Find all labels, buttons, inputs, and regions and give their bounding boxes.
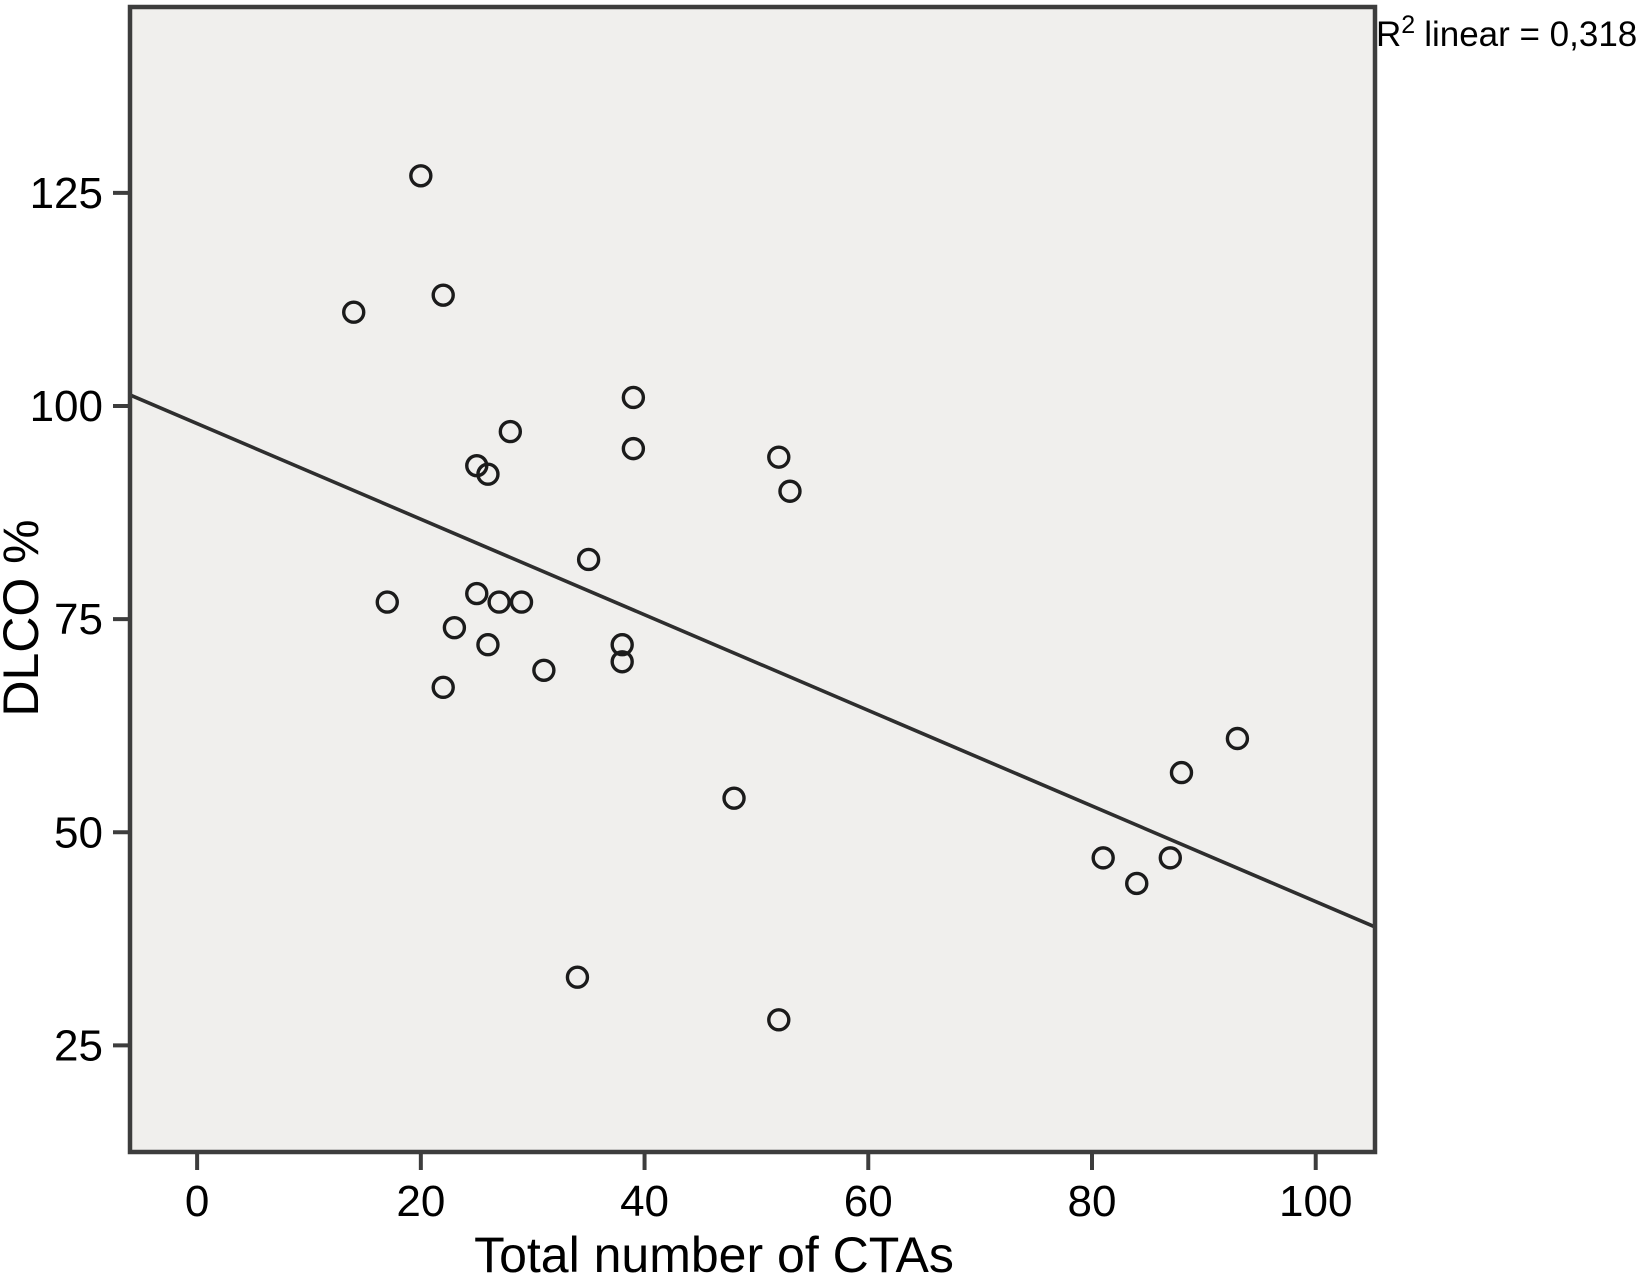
r-squared-superscript: 2 xyxy=(1401,11,1415,39)
regression-line-group xyxy=(129,393,1376,929)
data-point xyxy=(778,479,802,503)
data-point xyxy=(487,590,511,614)
data-point xyxy=(576,547,601,572)
data-point xyxy=(476,462,500,486)
x-axis-tick-label: 80 xyxy=(1068,1177,1117,1226)
data-point xyxy=(476,633,500,657)
y-axis-tick-label: 125 xyxy=(30,169,103,218)
x-axis-title: Total number of CTAs xyxy=(474,1227,954,1283)
y-axis-title: DLCO % xyxy=(0,519,49,716)
data-point xyxy=(1225,726,1250,751)
data-point xyxy=(565,965,590,989)
y-axis-tick-label: 50 xyxy=(54,808,103,857)
data-point xyxy=(621,436,646,461)
data-point xyxy=(498,419,523,444)
x-axis-tick-label: 60 xyxy=(844,1177,893,1226)
r-squared-rest: linear = 0,318 xyxy=(1424,15,1636,54)
data-point xyxy=(722,786,746,810)
data-points-group xyxy=(342,164,1250,1032)
data-point xyxy=(442,615,467,640)
data-point xyxy=(610,633,634,657)
data-point xyxy=(767,1008,791,1032)
regression-line xyxy=(129,393,1376,929)
r-squared-annotation: R2 linear = 0,318 xyxy=(1376,11,1636,54)
data-point xyxy=(409,164,433,188)
axis-ticks: 0 20 40 60 80 100 25 50 75 100 125 xyxy=(30,169,1353,1226)
data-point xyxy=(610,650,634,674)
y-axis-tick-label: 25 xyxy=(54,1021,103,1070)
data-point xyxy=(509,590,534,614)
x-axis-tick-label: 100 xyxy=(1279,1177,1352,1226)
data-point xyxy=(342,300,366,324)
x-axis-tick-label: 0 xyxy=(185,1177,209,1226)
data-point xyxy=(767,445,791,469)
data-point xyxy=(1091,846,1115,870)
data-point xyxy=(375,590,399,614)
data-point xyxy=(431,675,455,700)
data-point xyxy=(1158,846,1182,870)
plot-frame xyxy=(127,4,1378,1155)
data-point xyxy=(431,283,455,307)
data-point xyxy=(1169,760,1194,785)
data-point xyxy=(532,658,556,682)
data-point xyxy=(621,385,646,410)
plot-area xyxy=(130,7,1375,1152)
x-axis-tick-label: 40 xyxy=(620,1177,669,1226)
y-axis-tick-label: 75 xyxy=(54,595,103,644)
y-axis-tick-label: 100 xyxy=(30,382,103,431)
data-point xyxy=(1125,871,1149,896)
r-squared-base: R xyxy=(1376,15,1401,54)
x-axis-tick-label: 20 xyxy=(396,1177,445,1226)
data-point xyxy=(465,581,489,606)
